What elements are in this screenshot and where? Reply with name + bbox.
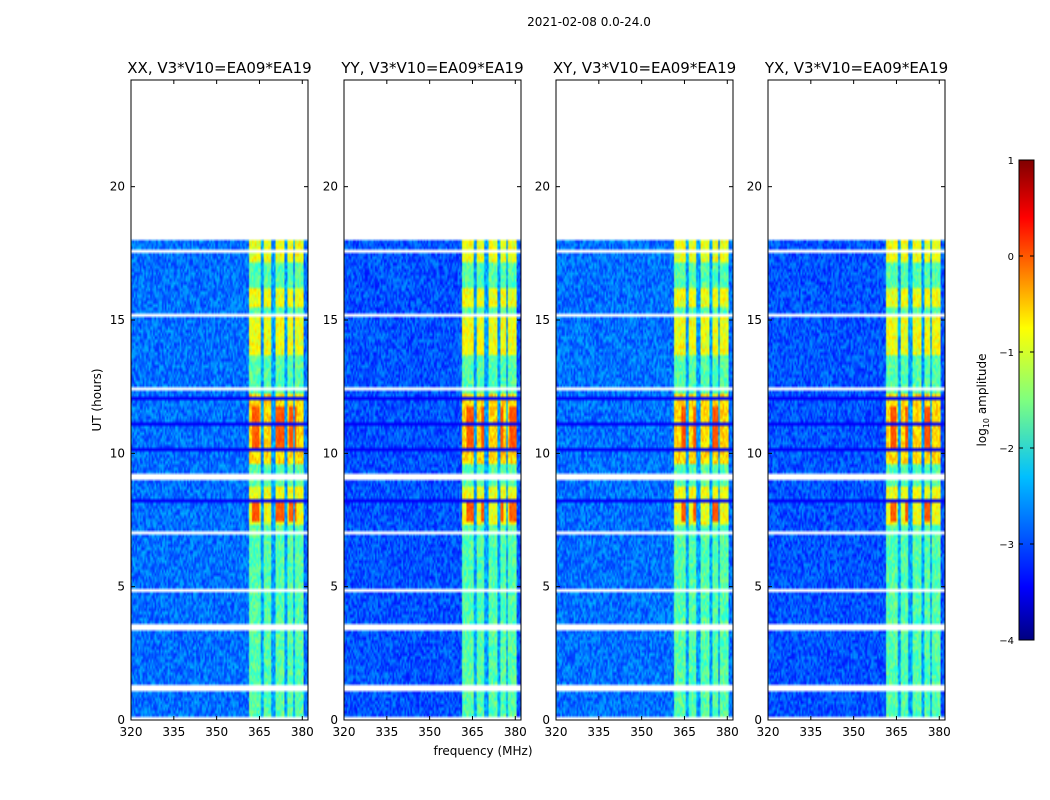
y-tick-label: 5: [542, 580, 550, 594]
y-tick-label: 10: [747, 446, 762, 460]
y-tick-label: 10: [535, 446, 550, 460]
y-tick-label: 20: [323, 180, 338, 194]
y-tick-label: 15: [110, 313, 125, 327]
colorbar-tick-label: −4: [999, 636, 1014, 647]
x-tick-label: 365: [673, 725, 696, 739]
panels: XX, V3*V10=EA09*EA19 320 335 350 365 380 0 5 10 1…: [110, 59, 951, 739]
y-tick-label: 20: [535, 180, 550, 194]
panel-frame: [555, 79, 734, 721]
y-tick-label: 20: [747, 180, 762, 194]
x-tick-label: 320: [333, 725, 356, 739]
x-tick-label: 380: [291, 725, 314, 739]
y-tick-label: 15: [535, 313, 550, 327]
y-tick-label: 10: [110, 446, 125, 460]
spectrogram: [344, 80, 521, 720]
colorbar-tick-label: 1: [1008, 156, 1014, 167]
y-tick-label: 15: [747, 313, 762, 327]
x-tick-label: 335: [162, 725, 185, 739]
colorbar-tick-label: −1: [999, 348, 1014, 359]
x-tick-label: 320: [757, 725, 780, 739]
panel-title: XX, V3*V10=EA09*EA19: [127, 59, 311, 77]
panel-3: YX, V3*V10=EA09*EA19 320 335 350 365 380 0 5 10 1…: [747, 59, 951, 739]
y-tick-label: 0: [754, 713, 762, 727]
x-tick-label: 350: [842, 725, 865, 739]
panel-0: XX, V3*V10=EA09*EA19 320 335 350 365 380 0 5 10 1…: [110, 59, 314, 739]
x-tick-label: 365: [461, 725, 484, 739]
x-tick-label: 365: [248, 725, 271, 739]
spectrogram: [556, 80, 733, 720]
colorbar: 10−1−2−3−4 log10 amplitude: [975, 156, 1035, 647]
colorbar-gradient: [1018, 159, 1035, 641]
x-tick-label: 335: [375, 725, 398, 739]
y-tick-label: 10: [323, 446, 338, 460]
panel-frame: [343, 79, 522, 721]
colorbar-tick-label: −3: [999, 540, 1014, 551]
panel-title: YX, V3*V10=EA09*EA19: [764, 59, 948, 77]
x-tick-label: 380: [928, 725, 951, 739]
colorbar-ticks: 1 0 −1 −2 −3 −4: [999, 156, 1034, 647]
panel-2: XY, V3*V10=EA09*EA19 320 335 350 365 380 0 5 10 1…: [535, 59, 739, 739]
y-tick-label: 0: [117, 713, 125, 727]
y-tick-label: 0: [330, 713, 338, 727]
colorbar-label-subscript: 10: [982, 418, 991, 428]
colorbar-label-base: log: [975, 428, 989, 446]
x-tick-label: 350: [418, 725, 441, 739]
y-tick-label: 5: [117, 580, 125, 594]
panel-frame: [130, 79, 309, 721]
x-tick-label: 380: [716, 725, 739, 739]
panel-title: XY, V3*V10=EA09*EA19: [553, 59, 736, 77]
figure-title: 2021-02-08 0.0-24.0: [527, 15, 651, 29]
x-axis-label: frequency (MHz): [433, 744, 532, 758]
colorbar-label: log10 amplitude: [975, 354, 991, 447]
y-tick-label: 5: [754, 580, 762, 594]
colorbar-label-rest: amplitude: [975, 354, 989, 418]
y-axis-label: UT (hours): [90, 368, 104, 431]
panel-1: YY, V3*V10=EA09*EA19 320 335 350 365 380 0 5 10 1…: [323, 59, 527, 739]
panel-title: YY, V3*V10=EA09*EA19: [340, 59, 523, 77]
spectrogram: [131, 80, 308, 720]
x-tick-label: 335: [799, 725, 822, 739]
x-tick-label: 320: [545, 725, 568, 739]
x-tick-label: 350: [630, 725, 653, 739]
y-tick-label: 20: [110, 180, 125, 194]
y-tick-label: 15: [323, 313, 338, 327]
y-tick-label: 0: [542, 713, 550, 727]
spectrogram: [768, 80, 945, 720]
y-tick-label: 5: [330, 580, 338, 594]
colorbar-tick-label: −2: [999, 444, 1014, 455]
x-tick-label: 350: [205, 725, 228, 739]
x-tick-label: 380: [504, 725, 527, 739]
x-tick-label: 365: [885, 725, 908, 739]
panel-frame: [767, 79, 946, 721]
x-tick-label: 320: [120, 725, 143, 739]
x-tick-label: 335: [587, 725, 610, 739]
colorbar-tick-label: 0: [1008, 252, 1014, 263]
